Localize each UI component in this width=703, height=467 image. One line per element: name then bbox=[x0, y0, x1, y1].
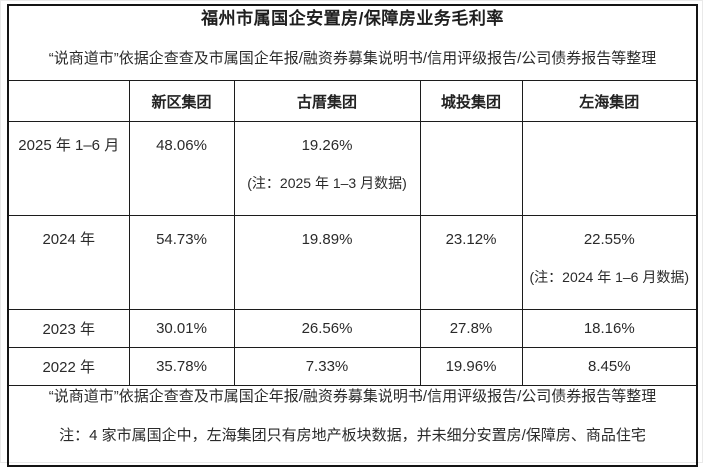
row-label: 2024 年 bbox=[42, 231, 96, 248]
value-cell: 23.12% bbox=[419, 215, 523, 310]
value-cell: 19.89% bbox=[233, 215, 421, 310]
value-cell: 8.45% bbox=[521, 347, 698, 386]
value-cell: 19.96% bbox=[419, 347, 523, 386]
figure-source-top: “说商道市”依据企查查及市属国企年报/融资券募集说明书/信用评级报告/公司债券报… bbox=[48, 50, 657, 67]
value-cell: 19.26% (注：2025 年 1–3 月数据) bbox=[233, 121, 421, 216]
table-row-2025: 2025 年 1–6 月 48.06% 19.26% (注：2025 年 1–3… bbox=[7, 121, 698, 216]
cell-note: (注：2025 年 1–3 月数据) bbox=[247, 175, 407, 191]
cell-value: 19.26% bbox=[301, 137, 353, 154]
value-cell: 30.01% bbox=[128, 309, 235, 348]
row-label-cell: 2024 年 bbox=[7, 215, 130, 310]
value-cell: 54.73% bbox=[128, 215, 235, 310]
value-cell: 22.55% (注：2024 年 1–6 月数据) bbox=[521, 215, 698, 310]
column-header-row: 新区集团 古厝集团 城投集团 左海集团 bbox=[7, 80, 698, 122]
column-header-gucuo: 古厝集团 bbox=[233, 80, 421, 122]
column-header-chengtou: 城投集团 bbox=[419, 80, 523, 122]
value-cell: 7.33% bbox=[233, 347, 421, 386]
value-cell: 27.8% bbox=[419, 309, 523, 348]
table-row-2023: 2023 年 30.01% 26.56% 27.8% 18.16% bbox=[7, 309, 698, 348]
row-label-cell: 2022 年 bbox=[7, 347, 130, 386]
cell-value: 22.55% bbox=[583, 231, 635, 248]
figure-title: 福州市属国企安置房/保障房业务毛利率 bbox=[201, 9, 504, 28]
row-label-cell: 2023 年 bbox=[7, 309, 130, 348]
cell-value: 54.73% bbox=[156, 231, 207, 248]
footer-row: “说商道市”依据企查查及市属国企年报/融资券募集说明书/信用评级报告/公司债券报… bbox=[7, 385, 698, 467]
table-sheet: 福州市属国企安置房/保障房业务毛利率 “说商道市”依据企查查及市属国企年报/融资… bbox=[7, 4, 699, 467]
column-header-empty bbox=[7, 80, 130, 122]
table-row-2024: 2024 年 54.73% 19.89% 23.12% 22.55% (注：20… bbox=[7, 215, 698, 310]
row-label-cell: 2025 年 1–6 月 bbox=[7, 121, 130, 216]
cell-value: 19.89% bbox=[301, 231, 353, 248]
cell-value: 23.12% bbox=[445, 231, 497, 248]
figure-footnote: 注：4 家市属国企中，左海集团只有房地产板块数据，并未细分安置房/保障房、商品住… bbox=[59, 427, 646, 444]
margin-table: 福州市属国企安置房/保障房业务毛利率 “说商道市”依据企查查及市属国企年报/融资… bbox=[7, 4, 699, 467]
value-cell: 35.78% bbox=[128, 347, 235, 386]
footer-cell: “说商道市”依据企查查及市属国企年报/融资券募集说明书/信用评级报告/公司债券报… bbox=[7, 385, 698, 467]
value-cell: 48.06% bbox=[128, 121, 235, 216]
cell-value: 48.06% bbox=[156, 137, 207, 154]
column-header-zuohai: 左海集团 bbox=[521, 80, 698, 122]
title-cell: 福州市属国企安置房/保障房业务毛利率 “说商道市”依据企查查及市属国企年报/融资… bbox=[7, 4, 698, 81]
table-row-2022: 2022 年 35.78% 7.33% 19.96% 8.45% bbox=[7, 347, 698, 386]
value-cell-empty bbox=[521, 121, 698, 216]
row-label: 2025 年 1–6 月 bbox=[18, 137, 120, 154]
figure-source-bottom: “说商道市”依据企查查及市属国企年报/融资券募集说明书/信用评级报告/公司债券报… bbox=[48, 388, 657, 405]
value-cell-empty bbox=[419, 121, 523, 216]
title-row: 福州市属国企安置房/保障房业务毛利率 “说商道市”依据企查查及市属国企年报/融资… bbox=[7, 4, 698, 81]
value-cell: 18.16% bbox=[521, 309, 698, 348]
cell-note: (注：2024 年 1–6 月数据) bbox=[529, 269, 690, 285]
value-cell: 26.56% bbox=[233, 309, 421, 348]
column-header-xinqu: 新区集团 bbox=[128, 80, 235, 122]
